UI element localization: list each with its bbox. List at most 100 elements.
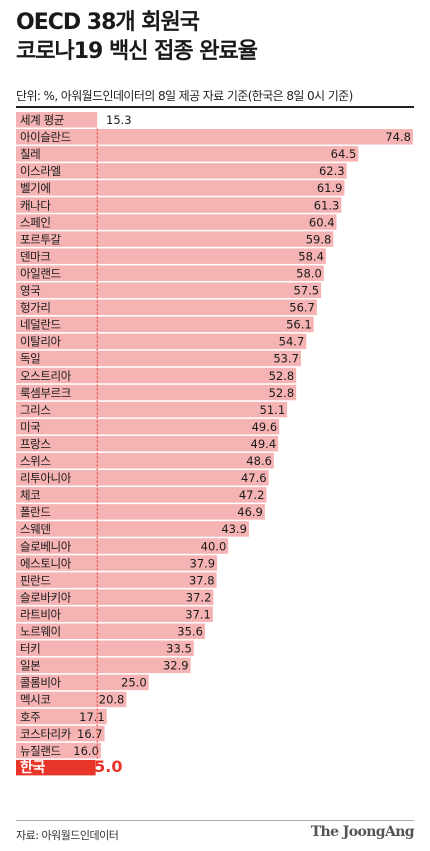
category-label: 콜롬비아 (20, 676, 62, 690)
bar (16, 299, 317, 316)
category-label: 아일랜드 (20, 266, 61, 280)
value-label: 51.1 (260, 403, 286, 417)
bar (16, 504, 265, 520)
bar (16, 742, 101, 759)
publisher-logo: The JoongAng (310, 824, 415, 840)
value-label: 60.4 (309, 215, 335, 229)
chart-title: OECD 38개 회원국 코로나19 백신 접종 완료율 (16, 8, 258, 66)
value-label: 47.2 (239, 488, 265, 502)
category-label: 칠레 (20, 147, 40, 161)
bar (16, 197, 342, 213)
value-label: 62.3 (319, 164, 345, 178)
category-label: 뉴질랜드 (20, 744, 61, 758)
category-label: 리투아니아 (20, 471, 72, 485)
unit-note: 단위: %, 아워월드인데이터의 8일 제공 자료 기준(한국은 8일 0시 기… (16, 89, 353, 103)
bar (16, 538, 229, 554)
bar (16, 487, 267, 503)
category-label: 멕시코 (20, 693, 51, 707)
category-label: 영국 (20, 284, 40, 298)
value-label: 37.9 (190, 556, 216, 570)
value-label: 49.4 (251, 437, 277, 451)
bar (16, 129, 413, 145)
bar (16, 435, 279, 452)
value-label: 53.7 (273, 352, 299, 366)
bar (16, 350, 301, 367)
value-label: 40.0 (201, 539, 227, 553)
value-label: 43.9 (221, 522, 247, 536)
value-label: 48.6 (246, 454, 272, 468)
category-label: 헝가리 (20, 301, 51, 315)
category-label: 룩셈부르크 (20, 386, 71, 400)
bar (16, 470, 269, 486)
category-label: 슬로베니아 (20, 539, 72, 553)
category-label: 노르웨이 (20, 625, 61, 639)
bar (16, 691, 127, 708)
bar (16, 214, 337, 230)
bar (16, 265, 324, 281)
bar (16, 248, 326, 264)
bar (16, 759, 96, 776)
category-label: 벨기에 (20, 181, 51, 195)
value-label: 54.7 (279, 335, 305, 349)
value-label: 15.3 (106, 113, 132, 127)
title-line-2: 코로나19 백신 접종 완료율 (16, 39, 258, 64)
category-label: 스페인 (20, 215, 51, 229)
category-label: 한국 (20, 760, 45, 776)
bar (16, 521, 249, 537)
category-label: 이탈리아 (20, 335, 62, 349)
category-label: 캐나다 (20, 198, 51, 212)
value-label: 58.0 (296, 266, 322, 280)
bar (16, 231, 334, 247)
value-label: 37.1 (185, 607, 211, 621)
value-label: 61.9 (317, 181, 343, 195)
value-label: 56.7 (289, 301, 315, 315)
bar (16, 572, 217, 588)
value-label: 37.2 (186, 590, 212, 604)
category-label: 이스라엘 (20, 164, 61, 178)
value-label: 74.8 (385, 130, 411, 144)
bar (16, 282, 322, 298)
category-label: 에스토니아 (20, 556, 72, 570)
bar (16, 180, 345, 196)
category-label: 스웨덴 (20, 522, 51, 536)
category-label: 아이슬란드 (20, 130, 71, 144)
category-label: 포르투갈 (20, 232, 62, 246)
value-label: 20.8 (99, 693, 125, 707)
category-label: 독일 (20, 352, 40, 366)
value-label: 57.5 (294, 284, 320, 298)
top-rule (16, 106, 414, 108)
bar (16, 589, 214, 605)
category-label: 터키 (20, 642, 40, 656)
category-label: 슬로바키아 (20, 590, 72, 604)
category-label: 핀란드 (20, 573, 51, 587)
value-label: 35.6 (177, 625, 203, 639)
bar (16, 657, 191, 674)
bar-chart: 세계 평균 15.3 아이슬란드 74.8 칠레 64.5 이스라엘 62.3 벨기에 61.9 캐… (16, 112, 413, 776)
category-label: 덴마크 (20, 249, 51, 263)
bar (16, 163, 347, 179)
value-label: 25.0 (121, 676, 147, 690)
bar (16, 555, 218, 571)
bottom-rule (16, 820, 414, 821)
category-label: 폴란드 (20, 505, 51, 519)
value-label: 46.9 (237, 505, 263, 519)
source-note: 자료: 아워월드인데이터 (16, 829, 119, 842)
category-label: 스위스 (20, 454, 51, 468)
category-label: 라트비아 (20, 607, 62, 621)
category-label: 세계 평균 (20, 113, 64, 127)
category-label: 체코 (20, 488, 40, 502)
bar (16, 640, 194, 657)
category-label: 호주 (20, 710, 40, 724)
bar (16, 708, 107, 725)
value-label: 33.5 (166, 642, 192, 656)
value-label: 52.8 (269, 386, 295, 400)
value-label: 16.7 (77, 727, 103, 741)
value-label: 17.1 (79, 710, 105, 724)
value-label: 52.8 (269, 369, 295, 383)
value-label: 37.8 (189, 573, 215, 587)
value-label: 49.6 (252, 420, 278, 434)
value-label: 59.8 (306, 232, 332, 246)
value-label: 16.0 (73, 744, 99, 758)
bar (16, 623, 205, 639)
bar (16, 316, 314, 333)
